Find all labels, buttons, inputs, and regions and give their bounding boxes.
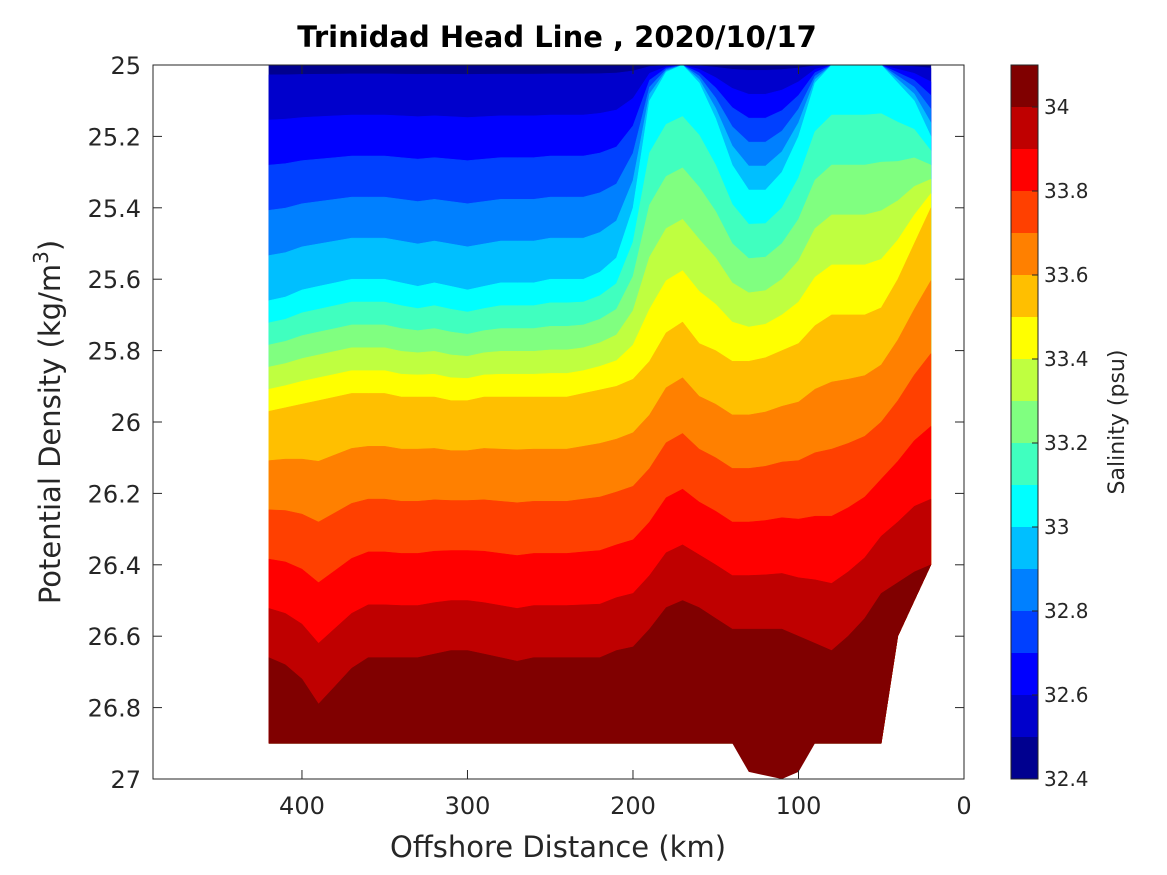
colorbar-segment-32.5 xyxy=(1011,695,1038,737)
y-tick-label: 25 xyxy=(110,52,141,80)
x-tick-label: 100 xyxy=(776,792,822,820)
y-tick-label: 26 xyxy=(110,409,141,437)
colorbar-tick-label: 33 xyxy=(1044,515,1069,539)
colorbar-segment-33.4 xyxy=(1011,317,1038,359)
y-tick-label: 27 xyxy=(110,766,141,794)
x-tick-label: 200 xyxy=(610,792,656,820)
colorbar-segment-33.2 xyxy=(1011,401,1038,443)
y-tick-label: 26.8 xyxy=(88,695,141,723)
x-tick-label: 300 xyxy=(445,792,491,820)
contour-band-34.1 xyxy=(732,743,815,779)
x-tick-label: 0 xyxy=(956,792,971,820)
y-axis-title-main: Potential Density (kg/m xyxy=(33,264,67,604)
colorbar-tick-label: 32.6 xyxy=(1044,683,1089,707)
colorbar-frame xyxy=(1010,64,1039,780)
y-tick-label: 25.4 xyxy=(88,195,141,223)
x-tick-label: 400 xyxy=(279,792,325,820)
y-tick-label: 25.8 xyxy=(88,338,141,366)
colorbar-segment-33.8 xyxy=(1011,149,1038,191)
colorbar-segment-32.8 xyxy=(1011,569,1038,611)
colorbar-tick-label: 32.8 xyxy=(1044,599,1089,623)
colorbar-segment-34 xyxy=(1011,65,1038,107)
y-axis: 25 25.2 25.4 25.6 25.8 26 26.2 26.4 26.6 26.8 27 xyxy=(88,52,964,794)
y-tick-label: 26.2 xyxy=(88,480,141,508)
chart-title: Trinidad Head Line , 2020/10/17 xyxy=(297,20,817,54)
colorbar-segment-33.6 xyxy=(1011,233,1038,275)
colorbar-segment-33.1 xyxy=(1011,443,1038,485)
contour-band-34 xyxy=(268,564,932,744)
y-axis-title-superscript: 3 xyxy=(29,251,53,264)
y-tick-label: 26.4 xyxy=(88,552,141,580)
colorbar-tick-label: 33.2 xyxy=(1044,431,1089,455)
colorbar-segment-32.6 xyxy=(1011,653,1038,695)
colorbar-title: Salinity (psu) xyxy=(1105,350,1130,495)
x-axis-title: Offshore Distance (km) xyxy=(390,830,726,864)
y-tick-label: 25.6 xyxy=(88,266,141,294)
x-axis: 400 300 200 100 0 xyxy=(279,65,972,820)
colorbar-segment-32.7 xyxy=(1011,611,1038,653)
colorbar-tick-label: 32.4 xyxy=(1044,767,1089,791)
colorbar-tick-label: 33.6 xyxy=(1044,263,1089,287)
colorbar: 32.4 32.6 32.8 33 33.2 33.4 33.6 33.8 34 xyxy=(1010,64,1089,791)
colorbar-segment-33.9 xyxy=(1011,107,1038,149)
y-tick-label: 25.2 xyxy=(88,123,141,151)
y-axis-title-close: ) xyxy=(33,240,67,251)
colorbar-segment-32.9 xyxy=(1011,527,1038,569)
colorbar-segment-33.5 xyxy=(1011,275,1038,317)
colorbar-segment-33.7 xyxy=(1011,191,1038,233)
colorbar-tick-label: 33.4 xyxy=(1044,347,1089,371)
colorbar-tick-label: 33.8 xyxy=(1044,179,1089,203)
y-axis-title: Potential Density (kg/m3) xyxy=(29,240,67,604)
colorbar-segment-33.3 xyxy=(1011,359,1038,401)
colorbar-segment-33 xyxy=(1011,485,1038,527)
colorbar-tick-label: 34 xyxy=(1044,95,1069,119)
colorbar-segment-32.4 xyxy=(1011,737,1038,779)
plot-area xyxy=(268,65,932,779)
y-tick-label: 26.6 xyxy=(88,623,141,651)
